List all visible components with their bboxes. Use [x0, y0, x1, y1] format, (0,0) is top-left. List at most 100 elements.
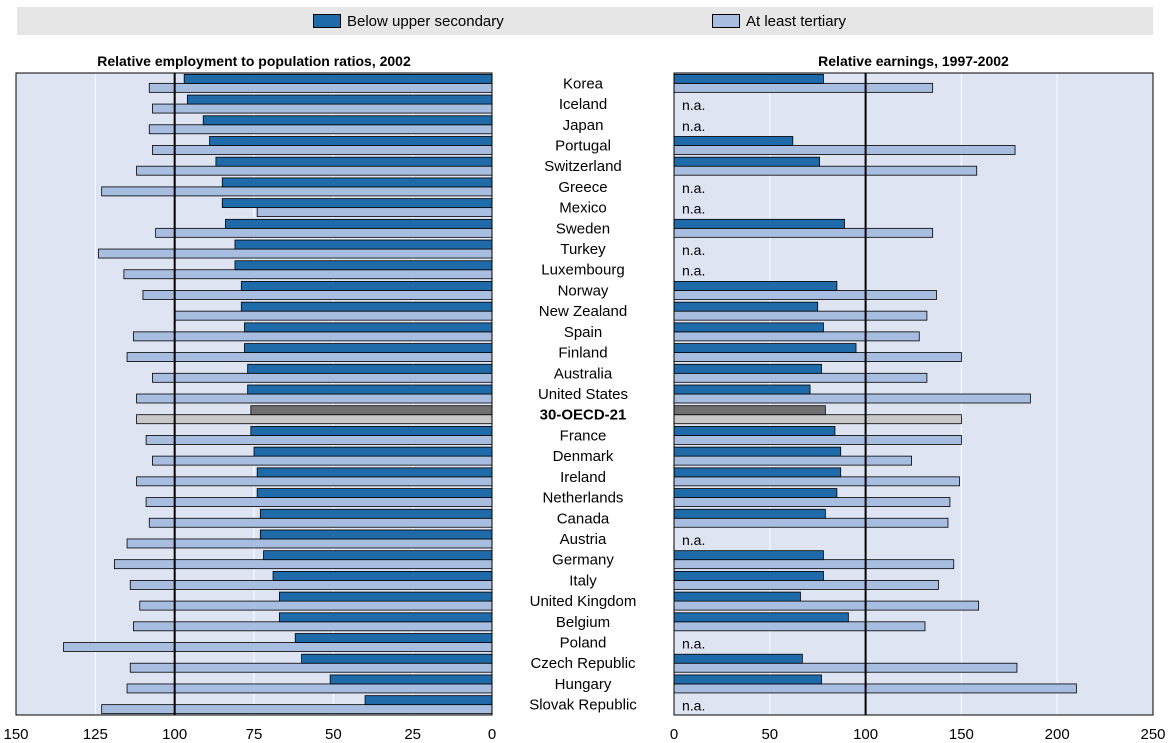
- left-bar-below-austria: [259, 529, 493, 540]
- left-bar-below-poland: [294, 633, 493, 643]
- legend: Below upper secondary At least tertiary: [17, 7, 1153, 35]
- right-bar-below-france: [673, 426, 836, 436]
- left-bar-below-turkey: [234, 239, 493, 250]
- right-na-label-austria: n.a.: [682, 532, 705, 548]
- country-label-united-states: United States: [538, 386, 628, 403]
- right-bar-below-canada: [673, 508, 826, 519]
- right-bar-below-norway: [673, 281, 838, 291]
- right-bar-tertiary-ireland: [673, 476, 960, 487]
- right-na-label-iceland: n.a.: [682, 97, 705, 113]
- left-bar-below-new-zealand: [240, 301, 493, 312]
- right-panel-frame: [673, 72, 1154, 716]
- country-label-france: France: [560, 427, 607, 444]
- left-tick-label: 150: [3, 726, 28, 743]
- left-bar-tertiary-japan: [148, 124, 493, 135]
- left-bar-below-hungary: [329, 674, 493, 685]
- right-bar-below-united-states: [673, 384, 811, 395]
- right-bar-below-spain: [673, 322, 824, 333]
- left-bar-tertiary-germany: [113, 559, 493, 570]
- right-bar-below-portugal: [673, 136, 794, 146]
- left-bar-below-sweden: [225, 218, 493, 229]
- country-label-australia: Australia: [554, 365, 613, 382]
- left-panel-title: Relative employment to population ratios…: [97, 53, 411, 69]
- country-label-new-zealand: New Zealand: [539, 303, 627, 320]
- legend-item-tertiary: At least tertiary: [712, 7, 846, 35]
- left-bar-below-united-kingdom: [278, 591, 493, 602]
- right-bar-tertiary-new-zealand: [673, 310, 928, 321]
- left-bar-below-30-oecd-21: [250, 405, 493, 416]
- left-bar-below-iceland: [186, 94, 493, 105]
- country-label-germany: Germany: [552, 552, 614, 569]
- country-label-norway: Norway: [558, 282, 609, 299]
- left-bar-below-united-states: [247, 384, 493, 395]
- left-bar-tertiary-30-oecd-21: [136, 414, 493, 425]
- left-bar-tertiary-italy: [129, 579, 493, 590]
- country-label-korea: Korea: [563, 75, 604, 92]
- left-bar-tertiary-switzerland: [136, 165, 493, 176]
- country-label-sweden: Sweden: [556, 220, 610, 237]
- left-panel-frame: [15, 72, 493, 716]
- right-bar-below-hungary: [673, 674, 822, 685]
- left-bar-tertiary-new-zealand: [174, 310, 493, 321]
- left-bar-below-mexico: [221, 198, 493, 209]
- right-panel-title: Relative earnings, 1997-2002: [818, 53, 1009, 69]
- right-bar-tertiary-portugal: [673, 145, 1016, 155]
- country-label-iceland: Iceland: [559, 96, 607, 113]
- right-bar-below-korea: [673, 73, 824, 84]
- right-bar-below-new-zealand: [673, 301, 819, 312]
- country-label-denmark: Denmark: [553, 448, 614, 465]
- right-bar-tertiary-denmark: [673, 455, 912, 466]
- country-label-belgium: Belgium: [556, 614, 610, 631]
- left-bar-below-luxembourg: [234, 260, 493, 271]
- right-na-label-greece: n.a.: [682, 180, 705, 196]
- left-bar-tertiary-france: [145, 435, 493, 445]
- right-tick-label: 0: [670, 726, 678, 743]
- country-label-italy: Italy: [569, 572, 597, 589]
- left-bar-below-norway: [240, 281, 493, 291]
- left-bar-tertiary-finland: [126, 352, 493, 362]
- right-bar-tertiary-czech-republic: [673, 662, 1018, 673]
- legend-swatch-below: [313, 14, 341, 28]
- country-label-switzerland: Switzerland: [544, 158, 622, 175]
- left-bar-tertiary-norway: [142, 290, 493, 300]
- left-bar-tertiary-united-states: [136, 393, 493, 404]
- right-bar-below-switzerland: [673, 156, 821, 167]
- left-bar-below-czech-republic: [301, 653, 493, 664]
- left-bar-tertiary-mexico: [256, 207, 493, 218]
- left-bar-below-slovak-republic: [364, 695, 493, 706]
- left-bar-below-canada: [259, 508, 493, 519]
- right-bar-below-sweden: [673, 218, 845, 229]
- left-tick-label: 100: [162, 726, 187, 743]
- left-tick-label: 0: [488, 726, 496, 743]
- left-bar-tertiary-czech-republic: [129, 662, 493, 673]
- right-bar-tertiary-canada: [673, 517, 949, 528]
- left-tick-label: 75: [246, 726, 263, 743]
- left-bar-below-greece: [221, 177, 493, 188]
- country-label-luxembourg: Luxembourg: [541, 262, 624, 279]
- right-tick-label: 250: [1140, 726, 1165, 743]
- country-label-united-kingdom: United Kingdom: [530, 593, 637, 610]
- left-bar-below-italy: [272, 570, 493, 581]
- left-bar-tertiary-poland: [63, 642, 493, 652]
- right-bar-below-denmark: [673, 446, 842, 457]
- left-bar-below-korea: [183, 73, 493, 84]
- left-bar-below-germany: [263, 550, 493, 561]
- left-bar-tertiary-ireland: [136, 476, 493, 487]
- country-label-poland: Poland: [560, 635, 607, 652]
- right-bar-tertiary-germany: [673, 559, 955, 570]
- right-bar-tertiary-switzerland: [673, 165, 978, 176]
- left-bar-below-denmark: [253, 446, 493, 457]
- left-panel: Relative employment to population ratios…: [3, 53, 496, 743]
- left-bar-tertiary-slovak-republic: [101, 704, 493, 715]
- right-na-label-turkey: n.a.: [682, 242, 705, 258]
- right-na-label-luxembourg: n.a.: [682, 263, 705, 279]
- right-bar-below-belgium: [673, 612, 849, 623]
- right-bar-below-united-kingdom: [673, 591, 801, 602]
- left-bar-below-spain: [244, 322, 493, 333]
- right-bar-below-netherlands: [673, 488, 838, 498]
- country-labels: Korea Iceland Japan Portugal Switzerland Gree…: [529, 75, 637, 713]
- right-bar-below-germany: [673, 550, 824, 561]
- right-bar-below-30-oecd-21: [673, 405, 826, 416]
- right-bar-tertiary-united-kingdom: [673, 600, 980, 611]
- left-bar-tertiary-korea: [148, 82, 493, 93]
